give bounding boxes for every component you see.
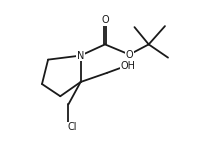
Text: OH: OH: [121, 61, 135, 71]
Text: Cl: Cl: [68, 122, 77, 132]
Text: O: O: [126, 50, 133, 60]
Text: O: O: [101, 15, 109, 25]
Text: N: N: [77, 51, 84, 61]
